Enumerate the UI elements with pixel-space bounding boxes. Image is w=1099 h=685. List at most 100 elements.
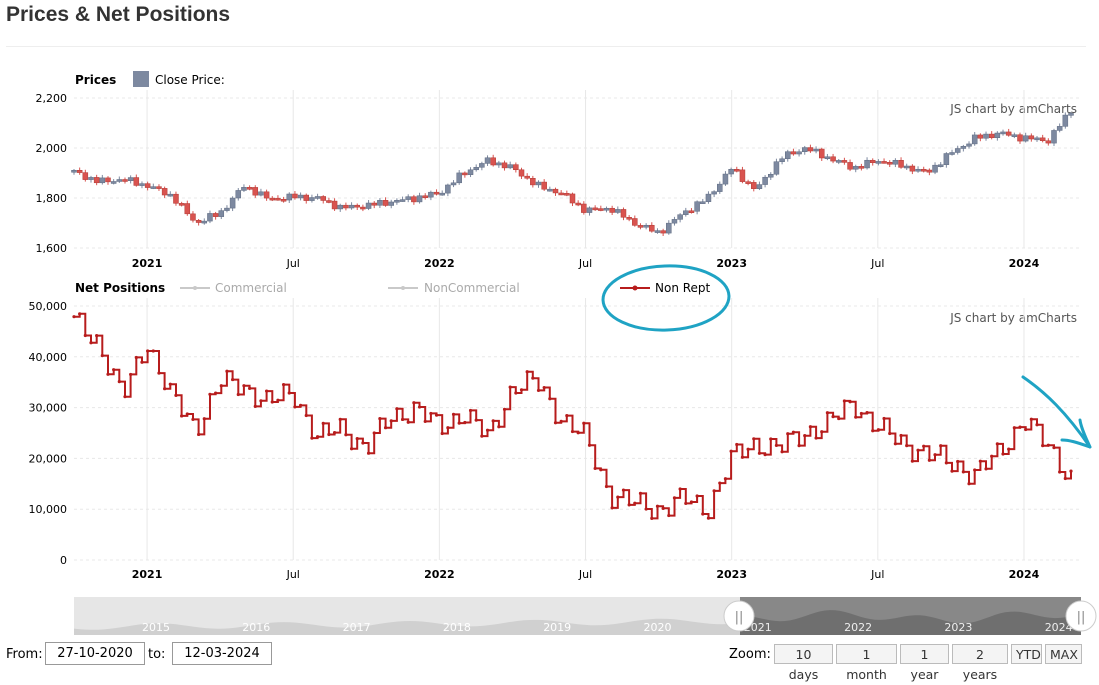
x-tick-label: 2022: [424, 257, 455, 270]
non-rept-point: [253, 404, 257, 408]
navigator-year-label: 2017: [343, 621, 371, 634]
from-date-input[interactable]: 27-10-2020: [45, 642, 145, 665]
non-rept-point: [961, 470, 965, 474]
non-rept-point: [672, 496, 677, 500]
non-rept-point: [1041, 444, 1045, 448]
credit-text-positions[interactable]: JS chart by amCharts: [949, 311, 1077, 325]
close-price-legend-label[interactable]: Close Price:: [155, 73, 225, 87]
price-candle: [717, 183, 723, 192]
credit-text-prices[interactable]: JS chart by amCharts: [949, 102, 1077, 116]
navigator-handle-left[interactable]: ||: [723, 600, 755, 632]
price-candle: [252, 187, 259, 196]
grid-layer: [74, 90, 1080, 561]
price-candle: [728, 168, 734, 175]
axis-ticks-layer: 1,600 1,800 2,000 2,200 0 10,000 20,000 30,000 4…: [29, 92, 1040, 581]
price-candle: [841, 160, 848, 163]
non-rept-point: [536, 388, 541, 393]
legend-commercial-marker: [193, 286, 197, 290]
non-rept-point: [1029, 417, 1033, 421]
title-divider: [6, 46, 1086, 47]
non-rept-point: [372, 431, 376, 435]
price-candle: [603, 207, 610, 211]
zoom-1-year-button[interactable]: 1 year: [900, 644, 949, 682]
price-candle: [76, 170, 83, 173]
chart-svg[interactable]: Prices Close Price: JS chart by amCharts…: [0, 0, 1099, 641]
price-candle: [377, 200, 383, 206]
handle-left-grip-icon: ||: [735, 610, 744, 625]
non-rept-point: [808, 425, 813, 429]
price-candle: [886, 162, 893, 165]
handle-right-knob[interactable]: [1065, 600, 1097, 632]
non-rept-point: [508, 385, 512, 389]
price-candle: [292, 193, 298, 199]
non-rept-point: [366, 451, 371, 455]
legend-commercial-label: Commercial: [215, 281, 287, 295]
price-candle: [581, 203, 587, 213]
price-candle: [875, 161, 882, 164]
non-rept-point: [689, 500, 694, 504]
navigator-handle-right[interactable]: ||: [1065, 600, 1097, 632]
non-rept-series-line: [74, 312, 1072, 520]
price-candles-layer: [71, 112, 1074, 237]
zoom-2-years-button[interactable]: 2 years: [952, 644, 1008, 682]
x-tick-label: Jul: [286, 257, 300, 270]
legend-item-noncommercial[interactable]: NonCommercial: [388, 281, 520, 295]
navigator[interactable]: 2015 2016 2017 2018 2019 2020 2021 2022 2023 2024…: [74, 597, 1097, 635]
non-rept-point: [933, 453, 937, 457]
non-rept-point: [888, 431, 892, 436]
price-candle: [218, 210, 225, 217]
prices-panel-title: Prices: [75, 73, 116, 87]
non-rept-point: [706, 516, 711, 520]
price-candle: [943, 153, 950, 165]
non-rept-point: [746, 447, 750, 451]
non-rept-point: [514, 391, 518, 395]
non-rept-point: [480, 434, 484, 438]
price-candle: [909, 165, 916, 172]
price-candle: [869, 159, 876, 163]
price-candle: [190, 213, 196, 221]
price-candle: [235, 190, 242, 199]
price-candle: [88, 177, 94, 180]
non-rept-point: [265, 389, 269, 393]
zoom-10-days-button[interactable]: 10 days: [774, 644, 833, 682]
legend-item-non-rept[interactable]: Non Rept: [620, 281, 711, 295]
price-candle: [314, 196, 321, 199]
non-rept-point: [831, 415, 835, 419]
price-candle: [297, 194, 304, 199]
price-candle: [416, 195, 423, 203]
price-candle: [977, 134, 984, 139]
price-candle: [82, 172, 89, 180]
price-candle: [688, 210, 695, 214]
non-rept-point: [168, 382, 172, 386]
legend-item-commercial[interactable]: Commercial: [180, 281, 287, 295]
non-rept-point: [735, 442, 739, 447]
zoom-ytd-button[interactable]: YTD: [1011, 644, 1042, 664]
to-label: to:: [148, 647, 166, 662]
price-candle: [348, 204, 355, 209]
price-candle: [1062, 114, 1069, 127]
x-tick-label: 2022: [424, 568, 455, 581]
to-date-input[interactable]: 12-03-2024: [172, 642, 272, 665]
close-price-legend-swatch[interactable]: [133, 71, 149, 87]
x-tick-label: 2021: [132, 568, 163, 581]
non-rept-point: [757, 451, 762, 455]
non-rept-point: [990, 454, 994, 458]
price-candle: [575, 202, 581, 206]
handle-left-knob[interactable]: [723, 600, 755, 632]
price-candle: [479, 163, 485, 168]
price-candle: [382, 200, 389, 206]
price-candle: [1005, 131, 1012, 136]
price-candle: [983, 133, 989, 139]
non-rept-point: [112, 368, 116, 372]
non-rept-point: [1018, 425, 1022, 429]
price-y-tick-label: 1,800: [36, 192, 68, 205]
non-rept-point: [95, 333, 99, 338]
zoom-max-button[interactable]: MAX: [1045, 644, 1082, 664]
zoom-1-month-button[interactable]: 1 month: [836, 644, 897, 682]
price-candle: [184, 203, 191, 215]
non-rept-point: [1012, 426, 1016, 430]
positions-y-tick-label: 20,000: [29, 452, 68, 465]
price-y-tick-label: 2,000: [36, 142, 68, 155]
navigator-year-labels: 2015 2016 2017 2018 2019 2020 2021 2022 2023 2024: [142, 621, 1073, 634]
non-rept-point: [344, 433, 348, 437]
